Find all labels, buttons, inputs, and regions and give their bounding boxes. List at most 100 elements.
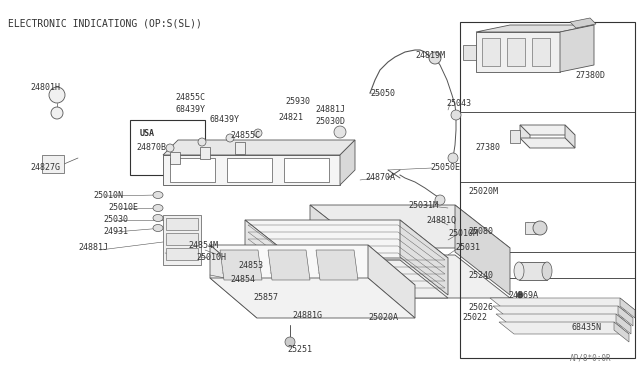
Polygon shape	[340, 140, 355, 185]
Text: 24881J: 24881J	[315, 105, 345, 113]
Polygon shape	[570, 18, 596, 28]
Text: 24870A: 24870A	[365, 173, 395, 183]
Text: 25240: 25240	[468, 270, 493, 279]
Polygon shape	[210, 245, 257, 318]
Polygon shape	[210, 278, 415, 318]
Polygon shape	[476, 25, 594, 32]
Bar	[200, 147, 210, 159]
Polygon shape	[310, 255, 510, 298]
Circle shape	[198, 138, 206, 146]
Circle shape	[226, 134, 234, 142]
Bar	[163, 215, 201, 265]
Polygon shape	[310, 205, 365, 298]
Bar	[166, 248, 198, 260]
Text: USA: USA	[140, 128, 155, 138]
Bar	[235, 142, 245, 154]
Ellipse shape	[153, 192, 163, 199]
Circle shape	[448, 153, 458, 163]
Text: 24B69A: 24B69A	[508, 292, 538, 301]
Text: 24827G: 24827G	[30, 164, 60, 173]
Ellipse shape	[542, 262, 552, 280]
Polygon shape	[163, 140, 355, 155]
Ellipse shape	[153, 215, 163, 221]
Text: 25010E: 25010E	[108, 203, 138, 212]
Polygon shape	[520, 125, 575, 135]
Text: 27380D: 27380D	[575, 71, 605, 80]
Polygon shape	[499, 322, 629, 334]
Polygon shape	[400, 220, 448, 295]
Ellipse shape	[153, 205, 163, 212]
Text: 25022: 25022	[462, 314, 487, 323]
Bar	[525, 222, 540, 234]
Text: 25031: 25031	[455, 243, 480, 251]
Circle shape	[49, 87, 65, 103]
Text: 24881Q: 24881Q	[426, 215, 456, 224]
Text: 24931: 24931	[103, 228, 128, 237]
Polygon shape	[620, 298, 635, 318]
Polygon shape	[493, 306, 633, 318]
Text: ELECTRONIC INDICATIONG (OP:S(SL)): ELECTRONIC INDICATIONG (OP:S(SL))	[8, 18, 202, 28]
Polygon shape	[368, 245, 415, 318]
Text: 25251: 25251	[287, 346, 312, 355]
Circle shape	[429, 52, 441, 64]
Polygon shape	[565, 125, 575, 148]
Text: 25026: 25026	[468, 302, 493, 311]
Polygon shape	[455, 205, 510, 295]
Bar	[170, 152, 180, 164]
Bar	[532, 38, 550, 66]
Circle shape	[435, 195, 445, 205]
Bar	[507, 38, 525, 66]
Text: 25010M: 25010M	[448, 228, 478, 237]
Polygon shape	[284, 158, 329, 182]
Bar	[482, 38, 500, 66]
Text: 68439Y: 68439Y	[210, 115, 240, 125]
Text: 25043: 25043	[446, 99, 471, 108]
Polygon shape	[310, 205, 510, 248]
Circle shape	[451, 110, 461, 120]
Text: 27380: 27380	[475, 144, 500, 153]
Text: 24821: 24821	[278, 112, 303, 122]
Text: 68439Y: 68439Y	[175, 106, 205, 115]
Polygon shape	[520, 125, 530, 148]
Circle shape	[254, 129, 262, 137]
Circle shape	[166, 144, 174, 152]
Text: 25930: 25930	[285, 97, 310, 106]
Polygon shape	[616, 314, 631, 334]
Polygon shape	[510, 130, 520, 143]
Text: 24870B: 24870B	[136, 144, 166, 153]
Polygon shape	[490, 298, 635, 310]
Ellipse shape	[153, 224, 163, 231]
Bar	[166, 218, 198, 230]
Text: 24854: 24854	[230, 276, 255, 285]
Polygon shape	[463, 45, 476, 60]
Polygon shape	[520, 138, 575, 148]
Text: 25030D: 25030D	[315, 118, 345, 126]
Bar	[42, 155, 64, 173]
Text: 25857: 25857	[253, 294, 278, 302]
Text: AP/8*0:0R: AP/8*0:0R	[570, 353, 612, 362]
Polygon shape	[268, 250, 310, 280]
Circle shape	[51, 107, 63, 119]
Bar	[166, 233, 198, 245]
Text: 25080: 25080	[468, 228, 493, 237]
Polygon shape	[316, 250, 358, 280]
Polygon shape	[618, 306, 633, 326]
Bar	[130, 120, 205, 175]
Polygon shape	[476, 32, 560, 72]
Bar	[519, 262, 547, 280]
Text: 68435N: 68435N	[571, 324, 601, 333]
Polygon shape	[227, 158, 272, 182]
Polygon shape	[245, 220, 293, 298]
Polygon shape	[245, 220, 448, 258]
Text: 24853: 24853	[238, 260, 263, 269]
Text: 25020A: 25020A	[368, 314, 398, 323]
Text: 24819M: 24819M	[415, 51, 445, 60]
Polygon shape	[170, 158, 215, 182]
Text: 25010H: 25010H	[196, 253, 226, 263]
Circle shape	[334, 126, 346, 138]
Polygon shape	[210, 245, 415, 285]
Text: 24881J: 24881J	[78, 244, 108, 253]
Text: 24855C: 24855C	[175, 93, 205, 102]
Ellipse shape	[514, 262, 524, 280]
Text: 25010N: 25010N	[93, 190, 123, 199]
